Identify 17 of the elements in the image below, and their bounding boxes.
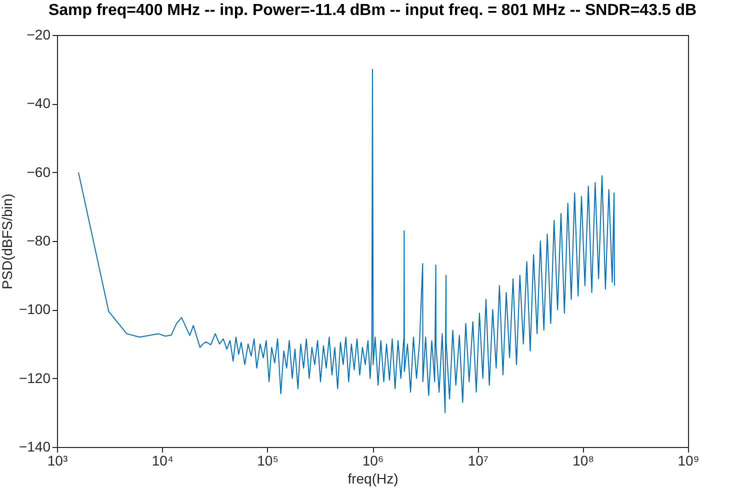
x-axis-title: freq(Hz) [348, 470, 398, 486]
y-tick-label: −100 [18, 301, 51, 318]
y-axis-title: PSD(dBFS/bin) [0, 194, 15, 290]
y-tick-label: −80 [26, 232, 51, 248]
y-tick-label: −40 [26, 95, 51, 112]
x-tick-label: 10⁶ [362, 452, 384, 468]
chart-title: Samp freq=400 MHz -- inp. Power=-11.4 dBm -- input freq. = 801 MHz -- SNDR=43.5 dB [48, 2, 697, 19]
x-tick-label: 10⁴ [152, 452, 174, 468]
x-tick-label: 10⁷ [468, 452, 488, 468]
y-tick-label: −140 [18, 438, 51, 454]
x-tick-label: 10⁸ [572, 452, 594, 468]
y-tick-label: −120 [18, 370, 51, 386]
y-tick-label: −60 [26, 164, 51, 180]
x-tick-label: 10³ [47, 452, 68, 468]
y-tick-label: −20 [26, 26, 51, 42]
x-tick-label: 10⁹ [678, 452, 700, 468]
x-tick-label: 10⁵ [257, 452, 279, 468]
